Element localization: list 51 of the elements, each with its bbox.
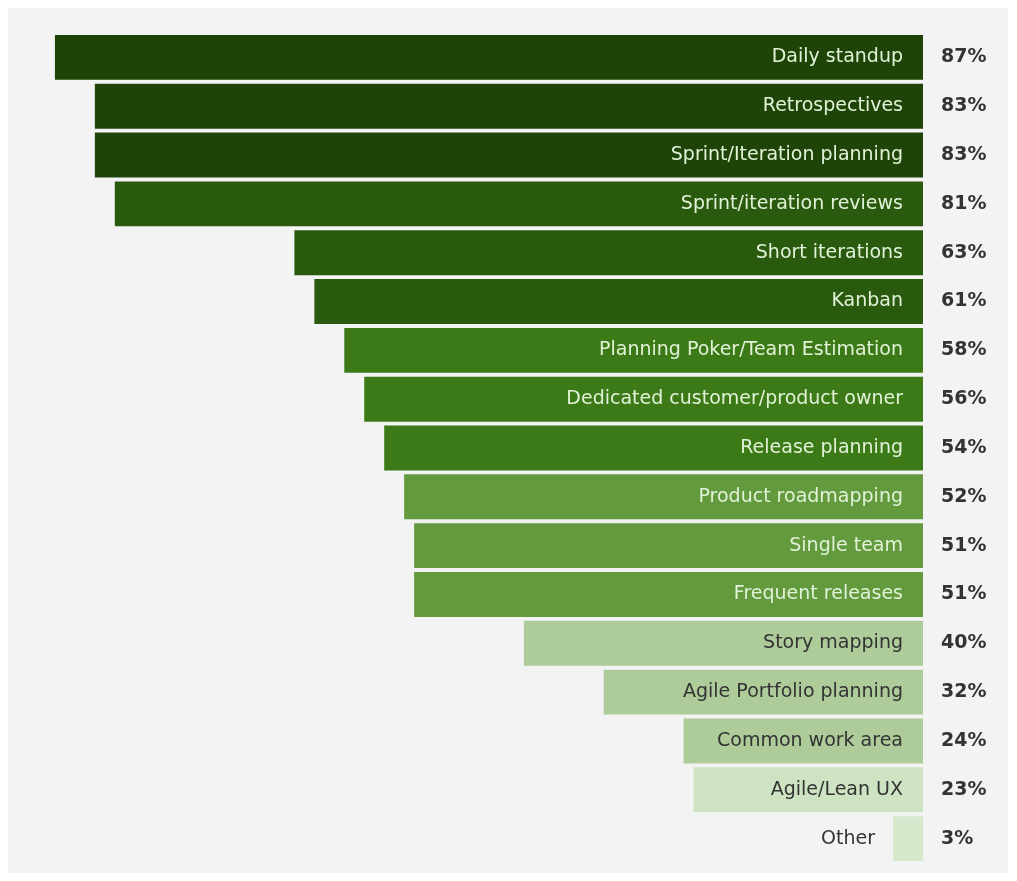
- bar: [94, 83, 923, 129]
- data-label: 40%: [941, 630, 987, 653]
- data-label: 61%: [941, 288, 987, 311]
- data-label: 52%: [941, 483, 987, 506]
- y-tick-label: Agile Portfolio planning: [683, 679, 903, 702]
- y-tick-label: Release planning: [740, 434, 903, 457]
- y-tick-label: Retrospectives: [762, 93, 903, 116]
- data-label: 23%: [941, 776, 987, 799]
- data-label: 3%: [941, 825, 974, 848]
- bar: [893, 816, 923, 862]
- data-label: 51%: [941, 532, 987, 555]
- y-tick-label: Kanban: [831, 288, 903, 311]
- y-tick-label: Single team: [789, 532, 903, 555]
- bar: [314, 279, 923, 324]
- y-tick-label: Agile/Lean UX: [770, 776, 903, 799]
- data-label: 51%: [941, 581, 987, 604]
- data-label: 54%: [941, 434, 987, 457]
- y-tick-label: Sprint/iteration reviews: [680, 190, 903, 213]
- data-label: 32%: [941, 679, 987, 702]
- y-tick-label: Story mapping: [763, 630, 903, 653]
- bar: [294, 230, 923, 276]
- bar: [364, 376, 923, 422]
- data-label: 63%: [941, 239, 987, 262]
- data-label: 58%: [941, 337, 987, 360]
- y-tick-label: Daily standup: [771, 44, 903, 67]
- bar: [384, 425, 923, 471]
- bar: [414, 523, 923, 569]
- bar: [693, 767, 923, 813]
- y-tick-label: Dedicated customer/product owner: [566, 386, 904, 409]
- bar: [683, 718, 923, 764]
- bar: [404, 474, 923, 520]
- y-tick-label: Product roadmapping: [698, 483, 903, 506]
- y-tick-label: Sprint/Iteration planning: [670, 142, 903, 164]
- data-label: 81%: [941, 190, 987, 213]
- bar: [414, 572, 923, 617]
- y-tick-label: Short iterations: [755, 239, 903, 262]
- data-label: 83%: [941, 142, 987, 164]
- bar: [603, 669, 923, 715]
- bar: [114, 181, 923, 227]
- data-label: 56%: [941, 386, 987, 409]
- bar: [523, 620, 923, 666]
- data-label: 24%: [941, 727, 987, 750]
- data-label: 87%: [941, 44, 987, 67]
- y-tick-label: Common work area: [716, 727, 903, 750]
- bar: [54, 34, 923, 80]
- bar: [94, 132, 923, 178]
- y-tick-label: Frequent releases: [733, 581, 903, 604]
- y-tick-label: Other: [821, 825, 876, 848]
- y-tick-label: Planning Poker/Team Estimation: [599, 337, 903, 360]
- data-label: 83%: [941, 93, 987, 116]
- bar: [344, 327, 923, 373]
